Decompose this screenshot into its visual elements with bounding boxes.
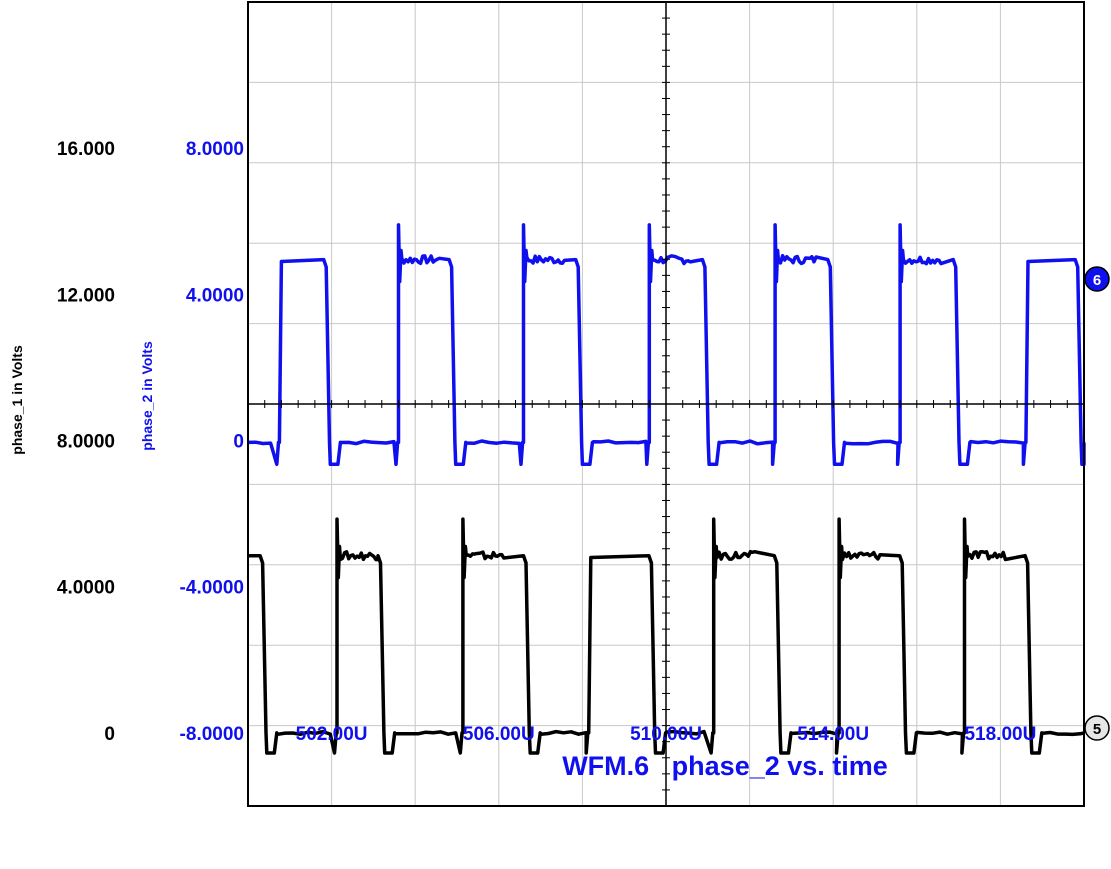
x-tick-label: 502.00U: [296, 724, 368, 745]
series-marker-phase_2: [1084, 266, 1110, 292]
waveform-phase_1: [248, 517, 1085, 755]
x-tick-label: 506.00U: [463, 724, 535, 745]
y-tick-label-phase-1: 16.000: [57, 139, 115, 160]
y-tick-label-phase-1: 0: [104, 724, 115, 745]
waveforms: [247, 223, 1086, 755]
series-markers: 65: [1084, 266, 1110, 741]
series-marker-phase_1: [1084, 715, 1110, 741]
x-tick-label: 518.00U: [964, 724, 1036, 745]
y-tick-labels: 0 4.0000 8.0000 12.000 16.000 -8.0000 -4.0000 0…: [57, 139, 244, 745]
y-tick-label-phase-2: 0: [233, 432, 244, 453]
y-axis-label-phase-2: phase_2 in Volts: [139, 341, 155, 451]
x-tick-label: 510.00U: [630, 724, 702, 745]
y-tick-label-phase-1: 12.000: [57, 285, 115, 306]
y-tick-label-phase-2: 8.0000: [186, 139, 244, 160]
y-tick-label-phase-2: 4.0000: [186, 285, 244, 306]
center-axes: [247, 1, 1085, 807]
y-tick-label-phase-2: -4.0000: [180, 578, 244, 599]
y-tick-label-phase-1: 8.0000: [57, 432, 115, 453]
y-tick-label-phase-2: -8.0000: [180, 724, 244, 745]
x-tick-label: 514.00U: [797, 724, 869, 745]
chart-title: WFM.6 phase_2 vs. time: [562, 751, 888, 781]
y-axis-label-phase-1: phase_1 in Volts: [9, 345, 25, 455]
x-tick-labels: 502.00U 506.00U 510.00U 514.00U 518.00U: [296, 724, 1037, 745]
series-marker-label-phase_1: 5: [1093, 721, 1101, 738]
waveform-phase_2: [247, 223, 1086, 467]
series-marker-label-phase_2: 6: [1093, 272, 1101, 289]
y-tick-label-phase-1: 4.0000: [57, 578, 115, 599]
